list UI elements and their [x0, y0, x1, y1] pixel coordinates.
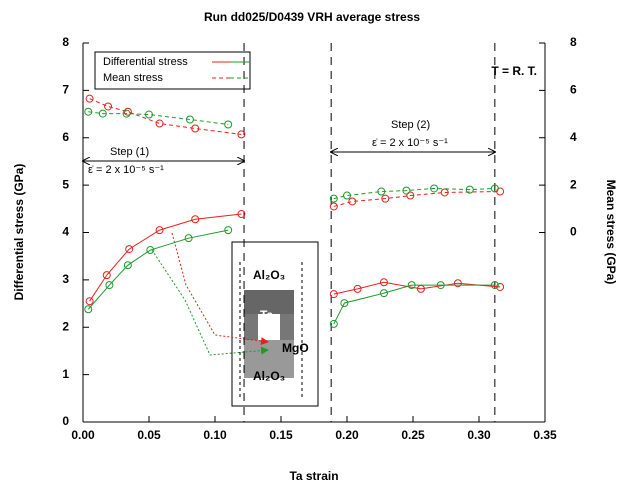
- data-point: [465, 185, 474, 194]
- step-label: Step (2): [391, 119, 430, 131]
- data-point: [237, 210, 246, 219]
- y-tick-label: 7: [62, 83, 69, 97]
- data-point: [185, 115, 194, 124]
- data-point: [329, 290, 338, 299]
- x-tick-label: 0.00: [71, 428, 95, 442]
- data-point: [155, 226, 164, 235]
- data-point: [329, 319, 338, 328]
- step-label: Step (1): [110, 146, 149, 158]
- data-point: [85, 94, 94, 103]
- y2-tick-label: 4: [570, 130, 577, 144]
- rate-label: ε̇ = 2 x 10⁻⁵ s⁻¹: [372, 137, 448, 149]
- data-point: [191, 215, 200, 224]
- data-point: [84, 107, 93, 116]
- y2-tick-label: 6: [570, 83, 577, 97]
- y-tick-label: 4: [62, 225, 69, 239]
- data-point: [353, 284, 362, 293]
- data-point: [145, 110, 153, 119]
- data-point: [343, 191, 351, 200]
- data-point: [224, 120, 233, 129]
- y2-tick-label: 8: [570, 35, 577, 49]
- y-tick-label: 6: [62, 130, 69, 144]
- data-point: [98, 109, 107, 118]
- data-point: [224, 226, 233, 235]
- data-point: [379, 278, 388, 287]
- data-point: [348, 197, 357, 206]
- data-point: [340, 299, 349, 308]
- inset-image: [280, 314, 294, 340]
- rate-label: ε̇ = 2 x 10⁻⁵ s⁻¹: [88, 164, 164, 176]
- data-point: [490, 184, 499, 193]
- data-point: [146, 246, 155, 255]
- y-tick-label: 2: [62, 319, 69, 333]
- inset-label: MgO: [282, 341, 309, 355]
- inset-image: [244, 314, 258, 340]
- series-line: [89, 213, 501, 302]
- x-tick-label: 0.20: [335, 428, 359, 442]
- legend-label: Mean stress: [103, 72, 163, 84]
- y-tick-label: 8: [62, 35, 69, 49]
- data-point: [329, 202, 338, 211]
- x-tick-label: 0.15: [269, 428, 293, 442]
- data-point: [402, 186, 411, 195]
- data-point: [406, 191, 415, 200]
- legend-label: Differential stress: [103, 56, 188, 68]
- x-tick-label: 0.30: [467, 428, 491, 442]
- y-tick-label: 3: [62, 272, 69, 286]
- inset-image: [244, 290, 294, 314]
- data-point: [125, 245, 134, 254]
- inset-label: Al₂O₃: [253, 369, 285, 383]
- x-axis-label: Ta strain: [289, 469, 338, 483]
- data-point: [430, 184, 439, 193]
- data-point: [407, 281, 416, 290]
- data-point: [105, 281, 114, 290]
- x-tick-label: 0.25: [401, 428, 425, 442]
- data-point: [490, 281, 499, 290]
- x-tick-label: 0.35: [533, 428, 557, 442]
- data-point: [123, 107, 132, 116]
- data-point: [379, 289, 388, 298]
- data-point: [381, 194, 390, 203]
- data-point: [123, 261, 132, 270]
- x-tick-label: 0.10: [203, 428, 227, 442]
- data-point: [440, 188, 449, 197]
- data-point: [329, 194, 338, 203]
- y2-tick-label: 2: [570, 177, 577, 191]
- data-point: [453, 279, 462, 288]
- data-point: [104, 102, 113, 111]
- y-tick-label: 1: [62, 367, 69, 381]
- data-point: [84, 305, 93, 314]
- pointer-line: [151, 249, 269, 356]
- chart-title: Run dd025/D0439 VRH average stress: [204, 10, 420, 24]
- inset-image: [244, 340, 294, 378]
- inset-label: Al₂O₃: [253, 268, 285, 282]
- data-point: [436, 281, 445, 290]
- data-point: [102, 271, 111, 280]
- inset-label: Ta: [260, 308, 273, 322]
- y-axis-label: Differential stress (GPa): [12, 164, 26, 301]
- x-tick-label: 0.05: [137, 428, 161, 442]
- y2-axis-label: Mean stress (GPa): [604, 180, 618, 285]
- data-point: [237, 130, 246, 139]
- series-line: [88, 111, 495, 200]
- y-tick-label: 0: [62, 414, 69, 428]
- temperature-note: T = R. T.: [491, 64, 537, 78]
- data-point: [377, 187, 386, 196]
- y-tick-label: 5: [62, 177, 69, 191]
- inset: Al₂O₃ Ta MgO Al₂O₃: [151, 232, 319, 407]
- data-point: [85, 297, 94, 306]
- data-point: [496, 282, 505, 291]
- data-point: [122, 109, 131, 118]
- y2-tick-label: 0: [570, 225, 577, 239]
- data-point: [184, 234, 193, 243]
- data-point: [191, 124, 200, 133]
- data-point: [155, 119, 164, 128]
- legend: [94, 51, 251, 90]
